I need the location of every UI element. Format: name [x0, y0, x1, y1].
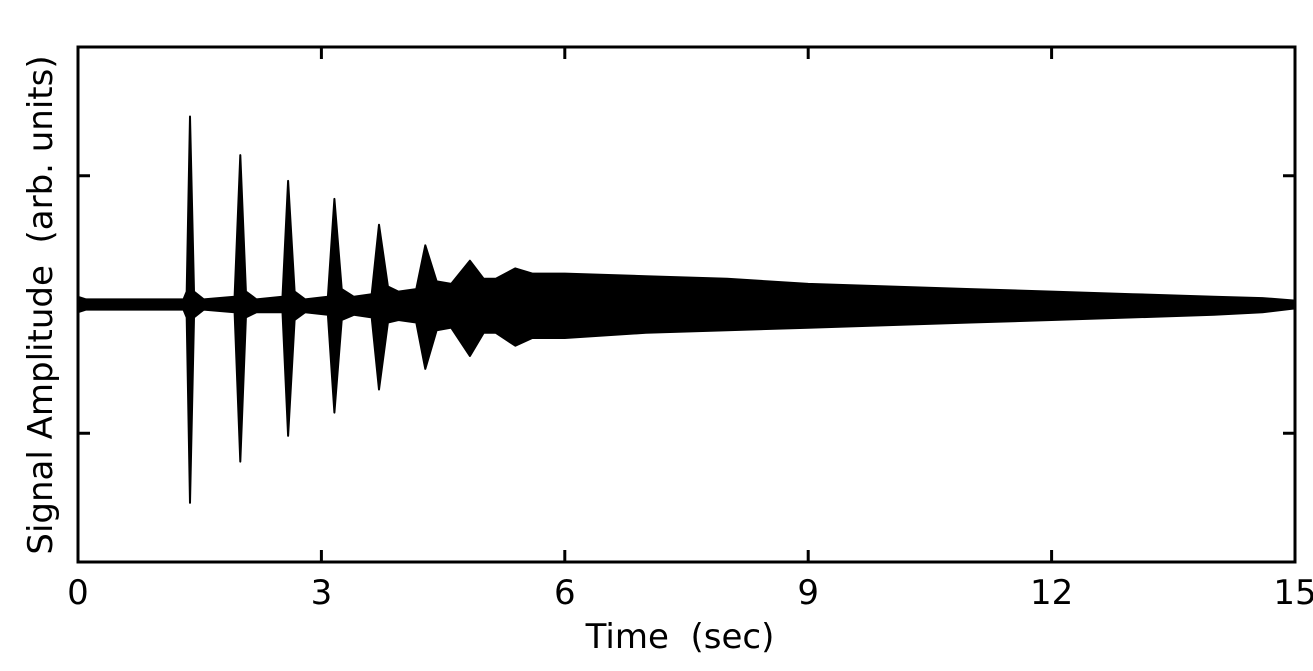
- x-axis-label: Time (sec): [585, 617, 775, 657]
- x-tick-label: 12: [1030, 573, 1073, 613]
- x-tick-label: 0: [67, 573, 89, 613]
- x-tick-label: 9: [797, 573, 819, 613]
- x-tick-label: 15: [1273, 573, 1313, 613]
- x-tick-label: 6: [554, 573, 576, 613]
- y-axis-label: Signal Amplitude (arb. units): [21, 55, 61, 554]
- x-tick-label: 3: [311, 573, 333, 613]
- signal-envelope: [77, 115, 1296, 504]
